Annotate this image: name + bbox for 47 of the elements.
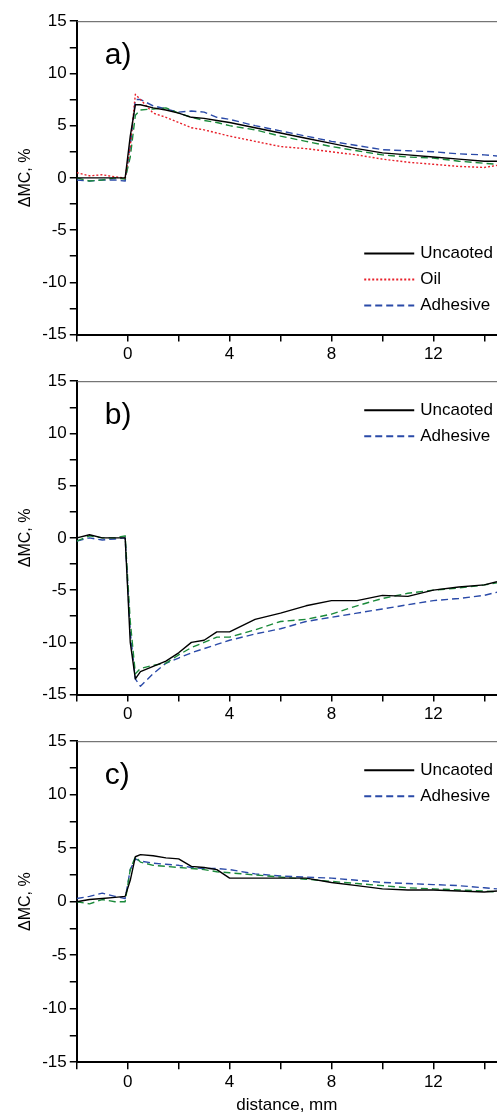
- y-tick-label: -15: [42, 324, 67, 344]
- annotation: c): [104, 757, 130, 791]
- legend-label: Adhesive: [420, 425, 491, 445]
- y-tick-label: 10: [47, 63, 67, 83]
- x-axis-title: distance, mm: [236, 1095, 338, 1115]
- y-tick-label: -10: [42, 272, 67, 292]
- x-tick-label: 4: [224, 344, 235, 364]
- y-tick-label: -10: [42, 632, 67, 652]
- x-tick-label: 12: [423, 344, 443, 364]
- y-axis-title: ΔMC, %: [16, 148, 34, 208]
- legend-label: Uncaoted: [420, 243, 494, 263]
- y-tick-label: 5: [57, 115, 67, 135]
- y-tick-label: -15: [42, 684, 67, 704]
- x-tick-label: 8: [326, 1072, 337, 1092]
- y-axis-title: ΔMC, %: [16, 872, 34, 932]
- annotation: b): [104, 397, 132, 431]
- legend-label: Adhesive: [420, 785, 491, 805]
- x-tick-label: 0: [122, 344, 133, 364]
- x-tick-label: 0: [122, 704, 133, 724]
- y-tick-label: 10: [47, 784, 67, 804]
- legend-label: Uncaoted: [420, 399, 494, 419]
- x-tick-label: 12: [423, 704, 443, 724]
- annotation: a): [104, 37, 132, 71]
- x-tick-label: 8: [326, 704, 337, 724]
- legend-label: Uncaoted: [420, 759, 494, 779]
- y-tick-label: 0: [57, 891, 67, 911]
- y-tick-label: 5: [57, 475, 67, 495]
- x-tick-label: 4: [224, 704, 235, 724]
- y-axis-title: ΔMC, %: [16, 508, 34, 568]
- x-tick-label: 0: [122, 1072, 133, 1092]
- y-tick-label: 15: [47, 730, 67, 750]
- y-tick-label: -5: [51, 219, 67, 239]
- y-tick-label: 5: [57, 837, 67, 857]
- x-tick-label: 4: [224, 1072, 235, 1092]
- y-tick-label: 10: [47, 423, 67, 443]
- legend-label: Adhesive: [420, 295, 491, 315]
- legend-label: Oil: [420, 269, 442, 289]
- y-tick-label: -15: [42, 1051, 67, 1071]
- y-tick-label: -5: [51, 579, 67, 599]
- y-tick-label: 15: [47, 370, 67, 390]
- y-tick-label: 0: [57, 527, 67, 547]
- y-tick-label: 15: [47, 10, 67, 30]
- x-tick-label: 12: [423, 1072, 443, 1092]
- y-tick-label: -5: [51, 944, 67, 964]
- y-tick-label: -10: [42, 998, 67, 1018]
- y-tick-label: 0: [57, 167, 67, 187]
- x-tick-label: 8: [326, 344, 337, 364]
